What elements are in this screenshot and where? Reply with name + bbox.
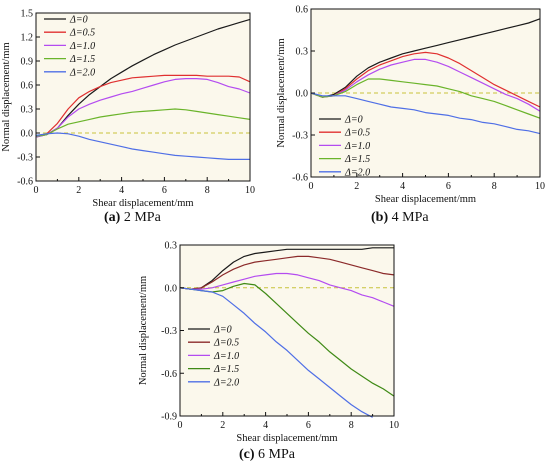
x-tick-label-b-5: 10 [535, 181, 545, 192]
y-axis-label-b: Normal displacement/mm [276, 38, 287, 147]
chart-panel-c: 0 2 4 6 8 10 -0.9 -0.6 -0.3 0.0 0.3 Shear displacem… [137, 236, 412, 472]
y-axis-label-c: Normal displacement/mm [138, 276, 149, 385]
x-tick-label-c-4: 8 [349, 420, 354, 431]
y-tick-label-c-3: 0.0 [165, 283, 178, 294]
caption-a: (a) 2 MPa [104, 210, 161, 226]
x-tick-label-a-2: 4 [119, 185, 124, 196]
legend-label-c-3: Δ=1.5 [213, 364, 239, 375]
x-axis-label-a: Shear displacement/mm [92, 198, 193, 209]
x-axis-label-c: Shear displacement/mm [236, 433, 337, 444]
series-line-c-0 [179, 247, 394, 290]
legend-label-b-2: Δ=1.0 [344, 141, 370, 152]
caption-b-text: 4 MPa [388, 210, 429, 225]
caption-c-text: 6 MPa [254, 447, 295, 462]
series-line-b-0 [310, 18, 541, 98]
chart-b-svg: 0 2 4 6 8 10 -0.6 -0.3 0.0 0.3 0.6 Shear displaceme… [276, 5, 545, 206]
series-line-c-3 [179, 282, 395, 397]
x-tick-label-c-1: 2 [220, 420, 225, 431]
series-line-b-2 [310, 58, 541, 112]
series-line-a-2 [35, 77, 251, 138]
y-tick-label-b-4: 0.6 [296, 5, 309, 16]
y-axis-label-a: Normal displacement/mm [1, 42, 12, 151]
legend-label-a-1: Δ=0.5 [69, 28, 95, 39]
legend-label-a-4: Δ=2.0 [69, 67, 95, 78]
x-tick-label-a-5: 10 [245, 185, 255, 196]
series-line-c-1 [179, 255, 395, 290]
x-tick-label-b-1: 2 [354, 181, 359, 192]
caption-b: (b) 4 MPa [371, 210, 429, 226]
series-line-a-3 [35, 108, 251, 137]
series-line-a-1 [35, 74, 251, 137]
y-tick-label-a-6: 1.2 [21, 33, 34, 44]
x-tick-label-c-5: 10 [389, 420, 399, 431]
x-tick-label-b-3: 6 [446, 181, 451, 192]
series-line-b-1 [310, 51, 541, 108]
y-tick-label-a-3: 0.3 [21, 105, 34, 116]
chart-panel-a: 0 2 4 6 8 10 -0.6 -0.3 0.0 0.3 0.6 0.9 1.2 1.5 Shear d… [0, 0, 275, 235]
caption-c: (c) 6 MPa [239, 447, 295, 463]
y-tick-label-a-4: 0.6 [21, 81, 34, 92]
y-tick-label-a-7: 1.5 [21, 9, 34, 20]
y-tick-label-a-2: 0.0 [21, 129, 34, 140]
x-tick-label-a-4: 8 [205, 185, 210, 196]
y-tick-label-c-2: -0.3 [161, 326, 177, 337]
x-tick-label-c-0: 0 [178, 420, 183, 431]
plot-area-a [36, 13, 250, 181]
series-line-a-4 [35, 132, 250, 160]
y-tick-label-b-0: -0.6 [292, 173, 308, 184]
caption-b-tag: (b) [371, 210, 389, 225]
legend-label-c-1: Δ=0.5 [213, 338, 239, 349]
plot-area-c [180, 245, 394, 416]
y-tick-label-c-4: 0.3 [165, 241, 178, 252]
legend-label-c-4: Δ=2.0 [213, 377, 239, 388]
x-tick-label-a-3: 6 [162, 185, 167, 196]
x-tick-label-c-3: 6 [306, 420, 311, 431]
caption-c-tag: (c) [239, 447, 255, 462]
legend-label-b-0: Δ=0 [344, 115, 363, 126]
legend-label-b-3: Δ=1.5 [344, 154, 370, 165]
y-tick-label-c-1: -0.6 [161, 369, 177, 380]
x-tick-label-b-0: 0 [309, 181, 314, 192]
y-tick-label-b-3: 0.3 [296, 47, 309, 58]
legend-label-b-1: Δ=0.5 [344, 128, 370, 139]
legend-label-a-3: Δ=1.5 [69, 54, 95, 65]
legend-label-c-0: Δ=0 [213, 325, 232, 336]
y-tick-label-b-1: -0.3 [292, 131, 308, 142]
legend-label-c-2: Δ=1.0 [213, 351, 239, 362]
x-tick-label-b-2: 4 [400, 181, 405, 192]
x-tick-label-b-4: 8 [492, 181, 497, 192]
series-line-c-2 [179, 272, 395, 307]
legend-label-a-2: Δ=1.0 [69, 41, 95, 52]
y-tick-label-c-0: -0.9 [161, 412, 177, 423]
chart-a-svg: 0 2 4 6 8 10 -0.6 -0.3 0.0 0.3 0.6 0.9 1.2 1.5 Shear d… [1, 9, 255, 210]
legend-label-b-4: Δ=2.0 [344, 167, 370, 178]
y-tick-label-b-2: 0.0 [296, 89, 309, 100]
x-tick-label-a-0: 0 [34, 185, 39, 196]
x-tick-label-a-1: 2 [76, 185, 81, 196]
caption-a-text: 2 MPa [120, 210, 161, 225]
y-tick-label-a-0: -0.6 [17, 177, 33, 188]
legend-label-a-0: Δ=0 [69, 15, 88, 26]
y-tick-label-a-5: 0.9 [21, 57, 34, 68]
x-axis-label-b: Shear displacement/mm [375, 194, 476, 205]
x-tick-label-c-2: 4 [263, 420, 268, 431]
series-line-b-4 [310, 92, 541, 135]
series-line-b-3 [310, 78, 541, 119]
y-tick-label-a-1: -0.3 [17, 153, 33, 164]
chart-c-svg: 0 2 4 6 8 10 -0.9 -0.6 -0.3 0.0 0.3 Shear displacem… [138, 241, 399, 445]
caption-a-tag: (a) [104, 210, 121, 225]
series-line-a-0 [35, 18, 251, 138]
chart-panel-b: 0 2 4 6 8 10 -0.6 -0.3 0.0 0.3 0.6 Shear displaceme… [275, 0, 550, 235]
series-line-c-4 [179, 287, 373, 418]
